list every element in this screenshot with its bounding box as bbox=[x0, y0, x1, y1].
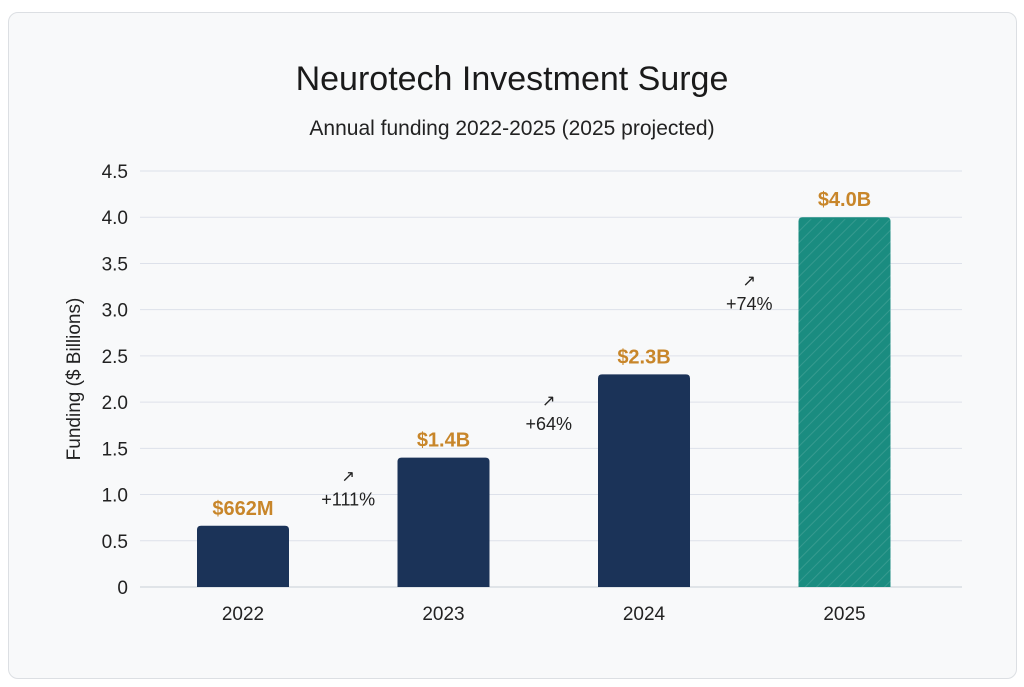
y-tick-label: 0.5 bbox=[102, 532, 128, 553]
growth-label: +64% bbox=[525, 414, 572, 434]
growth-label: +74% bbox=[726, 294, 773, 314]
data-label: $662M bbox=[212, 498, 273, 520]
y-tick-label: 1.5 bbox=[102, 439, 128, 460]
bar-2024 bbox=[598, 374, 690, 587]
bar-2023 bbox=[397, 457, 490, 587]
arrow-up-right-icon: ↗ bbox=[743, 273, 756, 290]
data-label: $1.4B bbox=[417, 430, 470, 452]
x-tick-label: 2025 bbox=[823, 604, 865, 625]
arrow-up-right-icon: ↗ bbox=[342, 469, 355, 486]
data-label: $4.0B bbox=[818, 189, 871, 211]
y-tick-label: 0 bbox=[117, 578, 128, 599]
y-tick-label: 1.0 bbox=[102, 486, 128, 507]
y-tick-label: 2.5 bbox=[102, 347, 128, 368]
arrow-up-right-icon: ↗ bbox=[542, 393, 555, 410]
chart-title: Neurotech Investment Surge bbox=[296, 60, 729, 98]
y-tick-label: 3.5 bbox=[102, 254, 128, 275]
bar-2022 bbox=[197, 525, 289, 587]
growth-label: +111% bbox=[321, 490, 375, 510]
chart-subtitle: Annual funding 2022-2025 (2025 projected… bbox=[309, 117, 714, 140]
x-tick-label: 2022 bbox=[222, 604, 264, 625]
data-label: $2.3B bbox=[617, 346, 670, 368]
y-tick-label: 4.0 bbox=[102, 208, 128, 229]
y-tick-label: 2.0 bbox=[102, 393, 128, 414]
projected-hatch bbox=[798, 219, 891, 587]
y-axis-label: Funding ($ Billions) bbox=[64, 298, 85, 461]
y-tick-label: 3.0 bbox=[102, 301, 128, 322]
y-tick-label: 4.5 bbox=[102, 162, 128, 183]
x-tick-label: 2024 bbox=[623, 604, 666, 625]
x-tick-label: 2023 bbox=[422, 604, 464, 625]
